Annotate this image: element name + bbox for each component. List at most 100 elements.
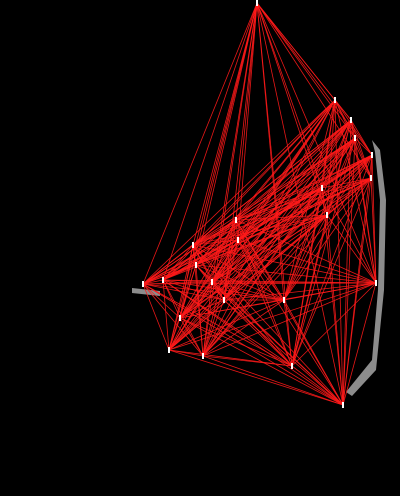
graph-edge	[142, 283, 181, 319]
graph-edge	[195, 264, 377, 284]
graph-edge	[179, 281, 213, 319]
graph-edge	[142, 244, 194, 285]
graph-edge	[192, 244, 344, 406]
graph-edge	[142, 282, 377, 285]
graph-edge	[162, 2, 258, 281]
graph-edge	[256, 2, 373, 156]
graph-edge	[142, 239, 239, 285]
graph-edge	[354, 137, 373, 156]
graph-edge	[256, 2, 344, 406]
graph-node	[354, 135, 356, 141]
graph-edge	[142, 279, 164, 285]
graph-edge	[168, 317, 181, 351]
graph-edge	[179, 177, 372, 319]
graph-edge	[223, 154, 373, 301]
graph-edge	[179, 299, 285, 319]
graph-edge	[202, 281, 213, 357]
graph-edge	[237, 239, 285, 301]
graph-edge	[179, 317, 293, 367]
graph-node	[223, 297, 225, 303]
graph-edge	[237, 214, 328, 241]
graph-edge	[202, 299, 285, 357]
graph-edge	[223, 2, 258, 301]
graph-edge	[350, 119, 373, 156]
graph-edge	[342, 177, 372, 406]
graph-node	[168, 347, 170, 353]
graph-edge	[235, 219, 239, 241]
graph-node	[350, 117, 352, 123]
graph-edge	[162, 279, 170, 351]
graph-edge	[326, 214, 344, 406]
graph-edge	[168, 154, 373, 351]
graph-node	[370, 175, 372, 181]
graph-node	[237, 237, 239, 243]
graph-edge	[192, 2, 258, 246]
graph-edge	[162, 279, 285, 301]
graph-edge	[192, 137, 356, 246]
graph-edge	[142, 99, 336, 285]
graph-edge	[211, 219, 237, 283]
graph-edge	[291, 282, 377, 367]
graph-edge	[142, 2, 258, 285]
graph-edge	[235, 2, 258, 221]
graph-edge	[195, 264, 204, 357]
graph-edge	[256, 2, 323, 189]
graph-edge	[211, 281, 377, 284]
graph-edge	[235, 214, 328, 221]
graph-edge	[354, 137, 372, 179]
graph-edge	[211, 281, 293, 367]
graph-edge	[162, 214, 328, 281]
graph-node	[192, 242, 194, 248]
graph-edge	[291, 365, 344, 406]
graph-edge	[162, 279, 204, 357]
graph-edge	[223, 282, 377, 301]
node-layer	[142, 0, 377, 408]
graph-edge	[195, 119, 352, 266]
graph-edge	[291, 154, 373, 367]
graph-edge	[202, 2, 258, 357]
graph-edge	[142, 283, 170, 351]
graph-edge	[321, 177, 372, 189]
graph-edge	[235, 219, 344, 406]
graph-edge	[283, 214, 328, 301]
graph-edge	[235, 154, 373, 221]
graph-edge	[162, 279, 293, 367]
graph-edge	[321, 187, 377, 284]
graph-node	[211, 279, 213, 285]
graph-node	[342, 402, 344, 408]
graph-edge	[237, 2, 258, 241]
graph-edge	[283, 299, 293, 367]
graph-edge	[168, 187, 323, 351]
graph-edge	[179, 299, 225, 319]
graph-edge	[168, 349, 344, 406]
graph-edge	[291, 137, 356, 367]
graph-edge	[168, 282, 377, 351]
graph-edge	[168, 244, 194, 351]
graph-edge	[211, 281, 225, 301]
graph-edge	[202, 355, 344, 406]
graph-edge	[283, 187, 323, 301]
graph-edge	[326, 137, 356, 216]
graph-edge	[168, 299, 285, 351]
graph-node	[235, 217, 237, 223]
graph-edge	[223, 239, 239, 301]
graph-node	[202, 353, 204, 359]
graph-edge	[192, 187, 323, 246]
graph-edge	[142, 154, 373, 285]
graph-edge	[223, 219, 237, 301]
graph-edge	[195, 264, 225, 301]
graph-node	[321, 185, 323, 191]
graph-edge	[192, 154, 373, 246]
graph-edge	[321, 187, 344, 406]
graph-node	[179, 315, 181, 321]
graph-edge	[237, 239, 377, 284]
graph-edge	[162, 244, 194, 281]
graph-edge	[142, 283, 293, 367]
graph-edge	[202, 355, 293, 367]
graph-edge	[192, 244, 225, 301]
graph-edge	[142, 283, 344, 406]
edge-layer	[142, 2, 377, 406]
graph-edge	[179, 317, 204, 357]
graph-edge	[350, 119, 372, 179]
